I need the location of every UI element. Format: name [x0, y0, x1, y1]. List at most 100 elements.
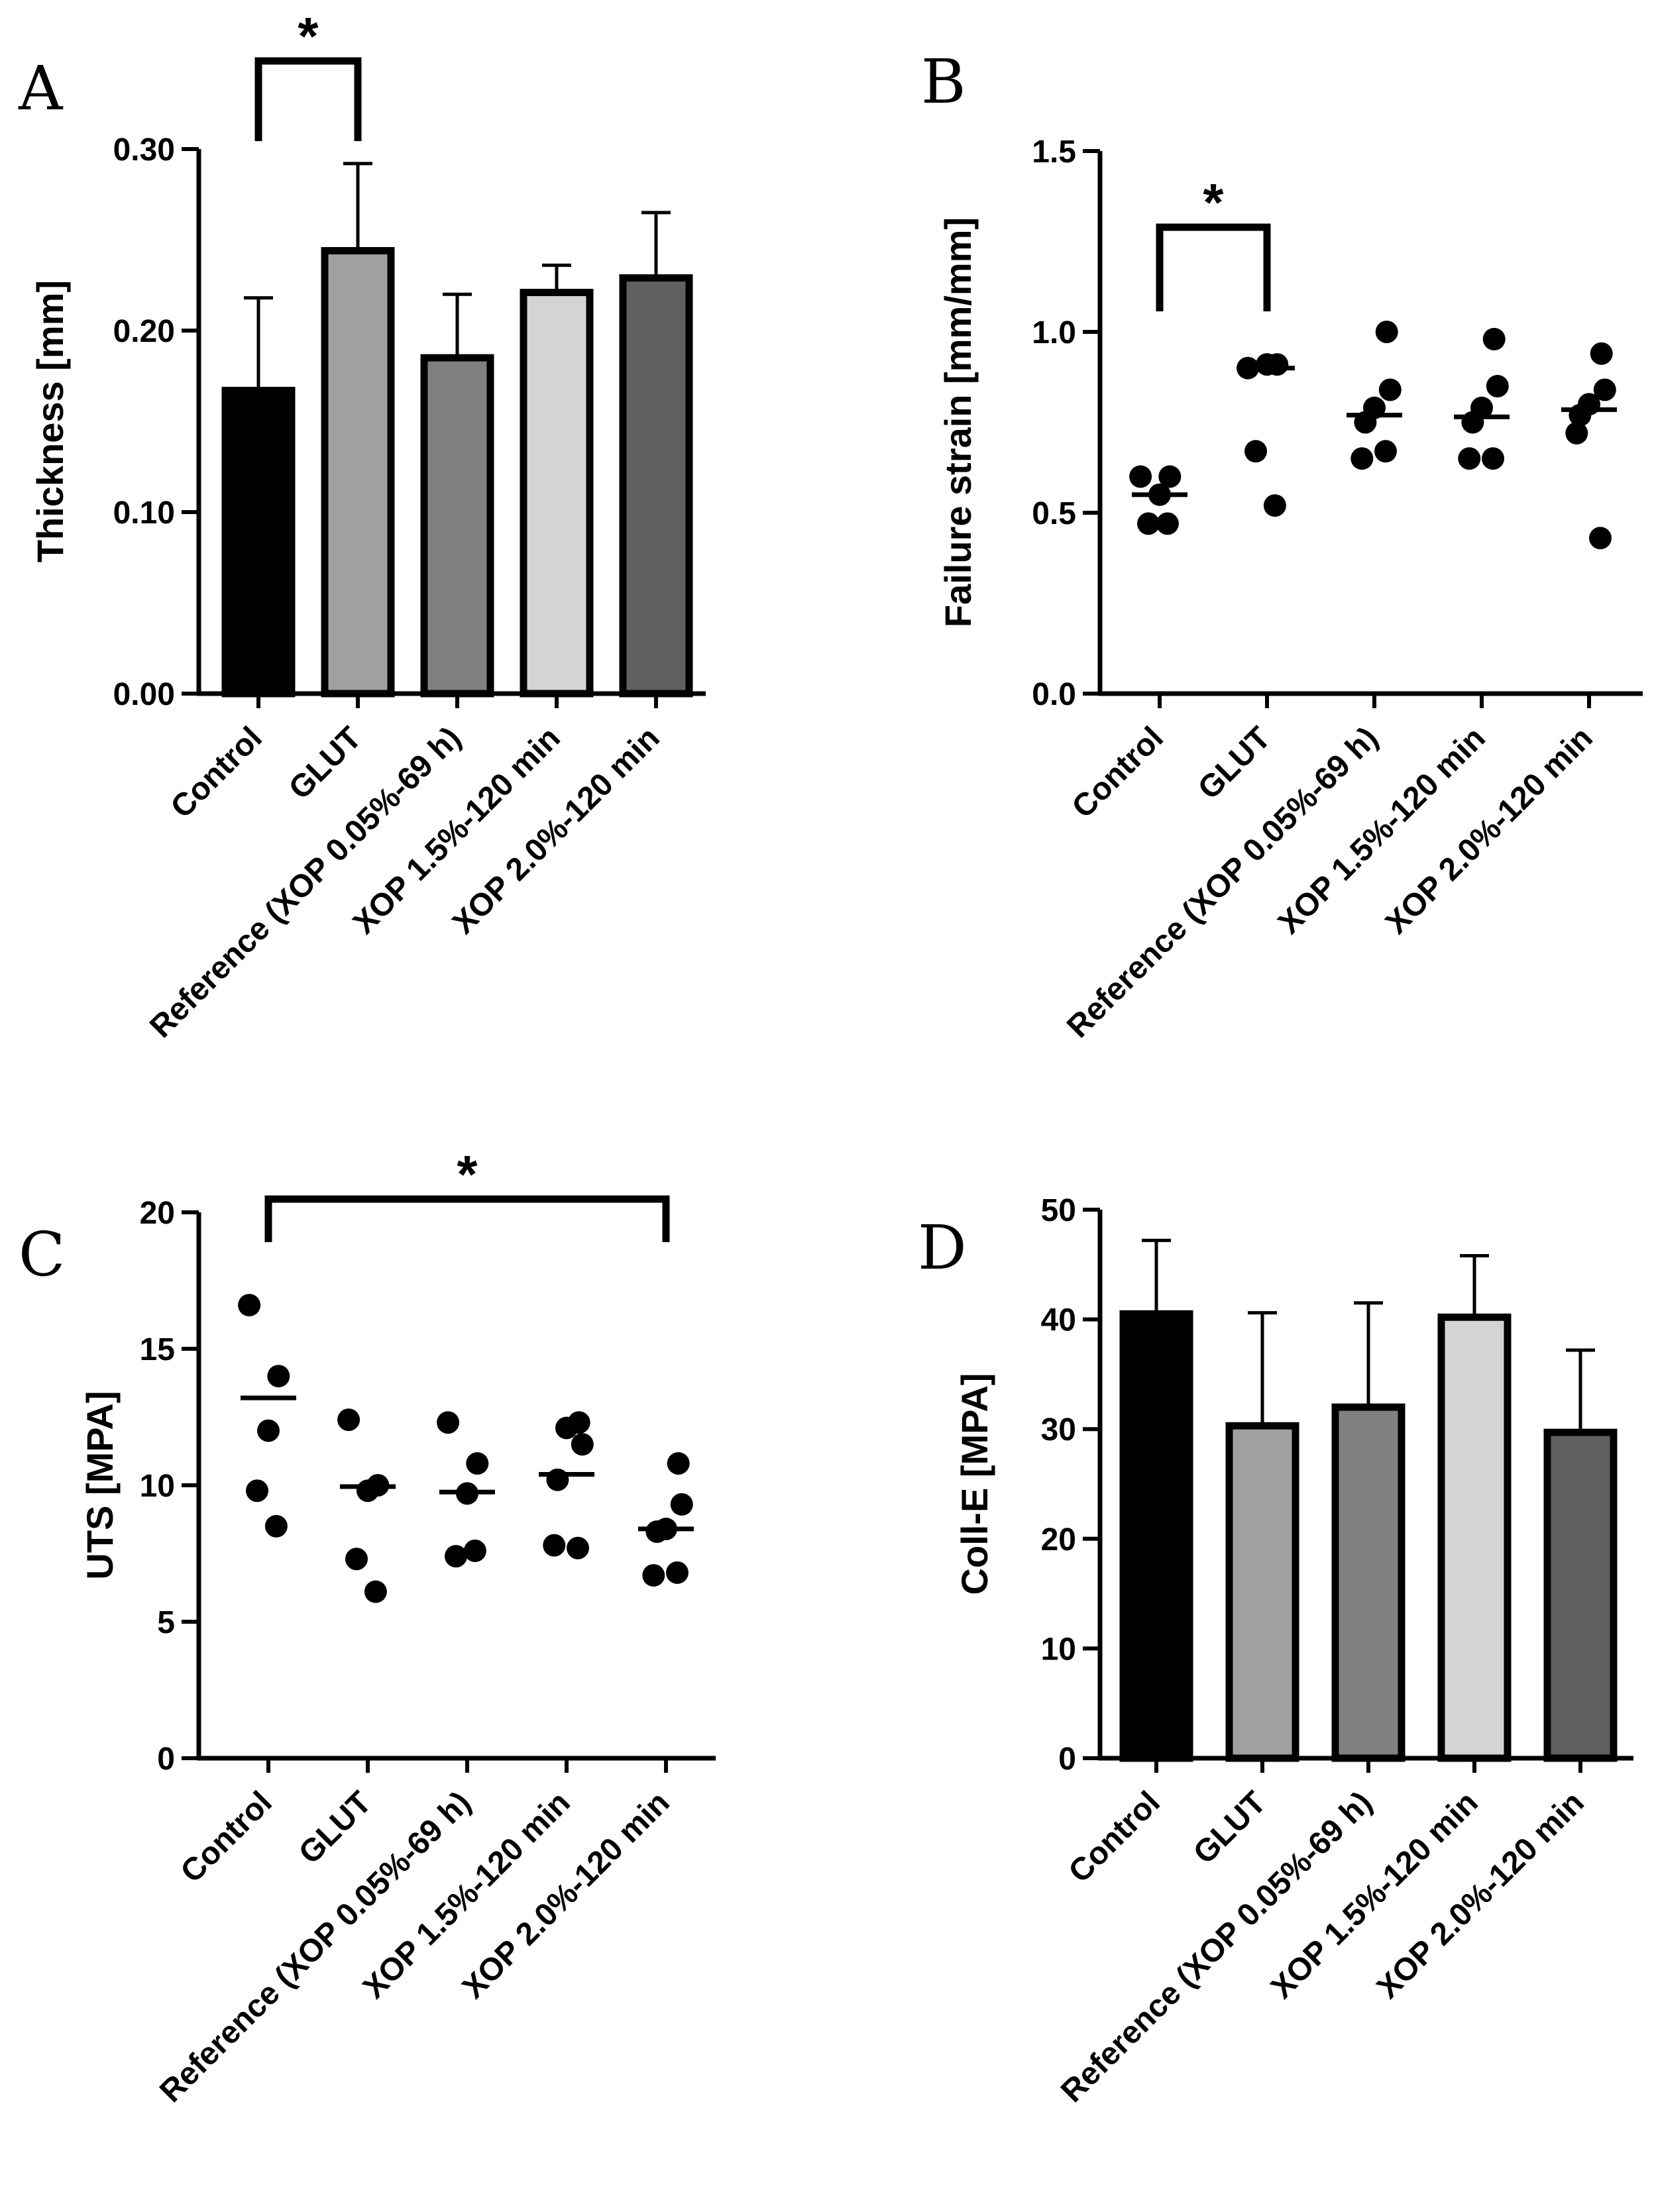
- data-point: [1256, 353, 1278, 376]
- y-tick-label: 0.5: [1032, 496, 1076, 531]
- bar: [1437, 1313, 1512, 1762]
- data-point: [645, 1520, 669, 1544]
- data-point: [437, 1411, 460, 1434]
- x-category-label: XOP 2.0%-120 min: [1379, 720, 1600, 941]
- x-category-label: Control: [174, 1785, 279, 1889]
- x-category-label: XOP 2.0%-120 min: [1370, 1785, 1591, 2005]
- bar: [420, 354, 494, 698]
- y-tick-label: 0.00: [113, 677, 175, 712]
- data-point: [567, 1536, 589, 1559]
- y-axis-title: Thickness [mm]: [29, 280, 71, 562]
- y-axis-title: UTS [MPA]: [79, 1391, 121, 1579]
- data-point: [670, 1493, 693, 1516]
- data-point: [1590, 342, 1613, 365]
- bar: [619, 274, 693, 698]
- y-tick-label: 10: [1041, 1632, 1076, 1667]
- x-category-label: Control: [164, 720, 269, 825]
- data-point: [445, 1545, 467, 1568]
- data-point: [571, 1433, 594, 1456]
- x-category-label: Control: [1066, 720, 1170, 825]
- significance-bracket: [1156, 223, 1271, 311]
- data-point: [555, 1416, 578, 1440]
- data-point: [1129, 465, 1152, 488]
- x-category-label: GLUT: [282, 720, 368, 806]
- significance-star: *: [298, 7, 319, 66]
- bar: [1119, 1310, 1193, 1762]
- data-point: [642, 1563, 665, 1587]
- data-point: [1374, 440, 1397, 463]
- y-tick-label: 20: [1041, 1522, 1076, 1557]
- panel-b: B 0.0 0.5 1.0 1.5 Failure strain [mm/mm] Contr…: [921, 46, 1643, 1045]
- data-point: [1375, 321, 1398, 343]
- data-point: [666, 1561, 689, 1584]
- y-tick-label: 10: [140, 1469, 175, 1504]
- data-point: [357, 1479, 379, 1502]
- data-point: [1482, 327, 1506, 350]
- data-point: [1263, 494, 1286, 517]
- data-point: [1244, 440, 1267, 463]
- panel-letter: B: [921, 46, 966, 117]
- x-category-label: XOP 1.5%-120 min: [1264, 1785, 1485, 2005]
- data-point: [345, 1548, 368, 1571]
- data-point: [246, 1479, 268, 1502]
- data-point: [466, 1452, 489, 1475]
- y-tick-label: 20: [140, 1196, 175, 1231]
- significance-star: *: [1203, 173, 1224, 232]
- data-point: [1589, 527, 1612, 550]
- x-category-label: GLUT: [292, 1785, 378, 1871]
- data-point: [543, 1534, 566, 1557]
- data-point: [1565, 421, 1588, 445]
- y-tick-label: 40: [1041, 1303, 1076, 1338]
- data-point: [1482, 447, 1504, 470]
- y-tick-label: 0: [1058, 1742, 1076, 1777]
- data-point: [1593, 378, 1616, 401]
- significance-bracket: [264, 1195, 670, 1242]
- bar: [520, 288, 594, 698]
- bar: [1225, 1422, 1299, 1762]
- data-point: [546, 1468, 569, 1491]
- y-tick-label: 50: [1041, 1193, 1076, 1228]
- data-point: [667, 1452, 690, 1475]
- y-tick-label: 5: [157, 1605, 175, 1640]
- data-point: [264, 1514, 288, 1538]
- data-point: [463, 1539, 486, 1562]
- significance-star: *: [457, 1145, 478, 1204]
- y-tick-label: 0.0: [1032, 677, 1076, 712]
- data-point: [1156, 512, 1179, 535]
- y-tick-label: 0.20: [113, 314, 175, 349]
- x-category-label: XOP 1.5%-120 min: [1272, 720, 1492, 941]
- y-tick-label: 1.5: [1032, 134, 1076, 170]
- data-point: [1486, 374, 1509, 397]
- x-category-label: Control: [1062, 1785, 1167, 1889]
- y-tick-label: 1.0: [1032, 315, 1076, 350]
- data-point: [1378, 378, 1402, 401]
- y-tick-label: 0: [157, 1742, 175, 1777]
- data-point: [364, 1580, 387, 1603]
- data-point: [337, 1408, 360, 1432]
- data-point: [238, 1294, 261, 1317]
- data-point: [1351, 447, 1374, 470]
- data-point: [1158, 465, 1182, 488]
- panel-letter: A: [18, 53, 64, 124]
- bar: [1331, 1403, 1406, 1762]
- y-tick-label: 30: [1041, 1412, 1076, 1448]
- y-tick-label: 0.10: [113, 496, 175, 531]
- x-category-label: GLUT: [1191, 720, 1278, 806]
- y-tick-label: 15: [140, 1332, 175, 1367]
- bar: [1543, 1428, 1618, 1762]
- panel-a: A 0.00 0.10 0.20 0.30 Thickness [mm] Control GL…: [18, 7, 706, 1045]
- x-category-label: GLUT: [1187, 1785, 1273, 1871]
- y-axis-title: Failure strain [mm/mm]: [937, 217, 979, 627]
- panel-letter: D: [918, 1212, 967, 1283]
- significance-bracket: [254, 57, 362, 141]
- y-tick-label: 0.30: [113, 132, 175, 168]
- data-point: [1458, 447, 1481, 470]
- bar: [321, 246, 395, 698]
- bar: [221, 386, 296, 698]
- data-point: [267, 1365, 290, 1388]
- data-point: [1461, 411, 1484, 434]
- panel-letter: C: [19, 1219, 65, 1290]
